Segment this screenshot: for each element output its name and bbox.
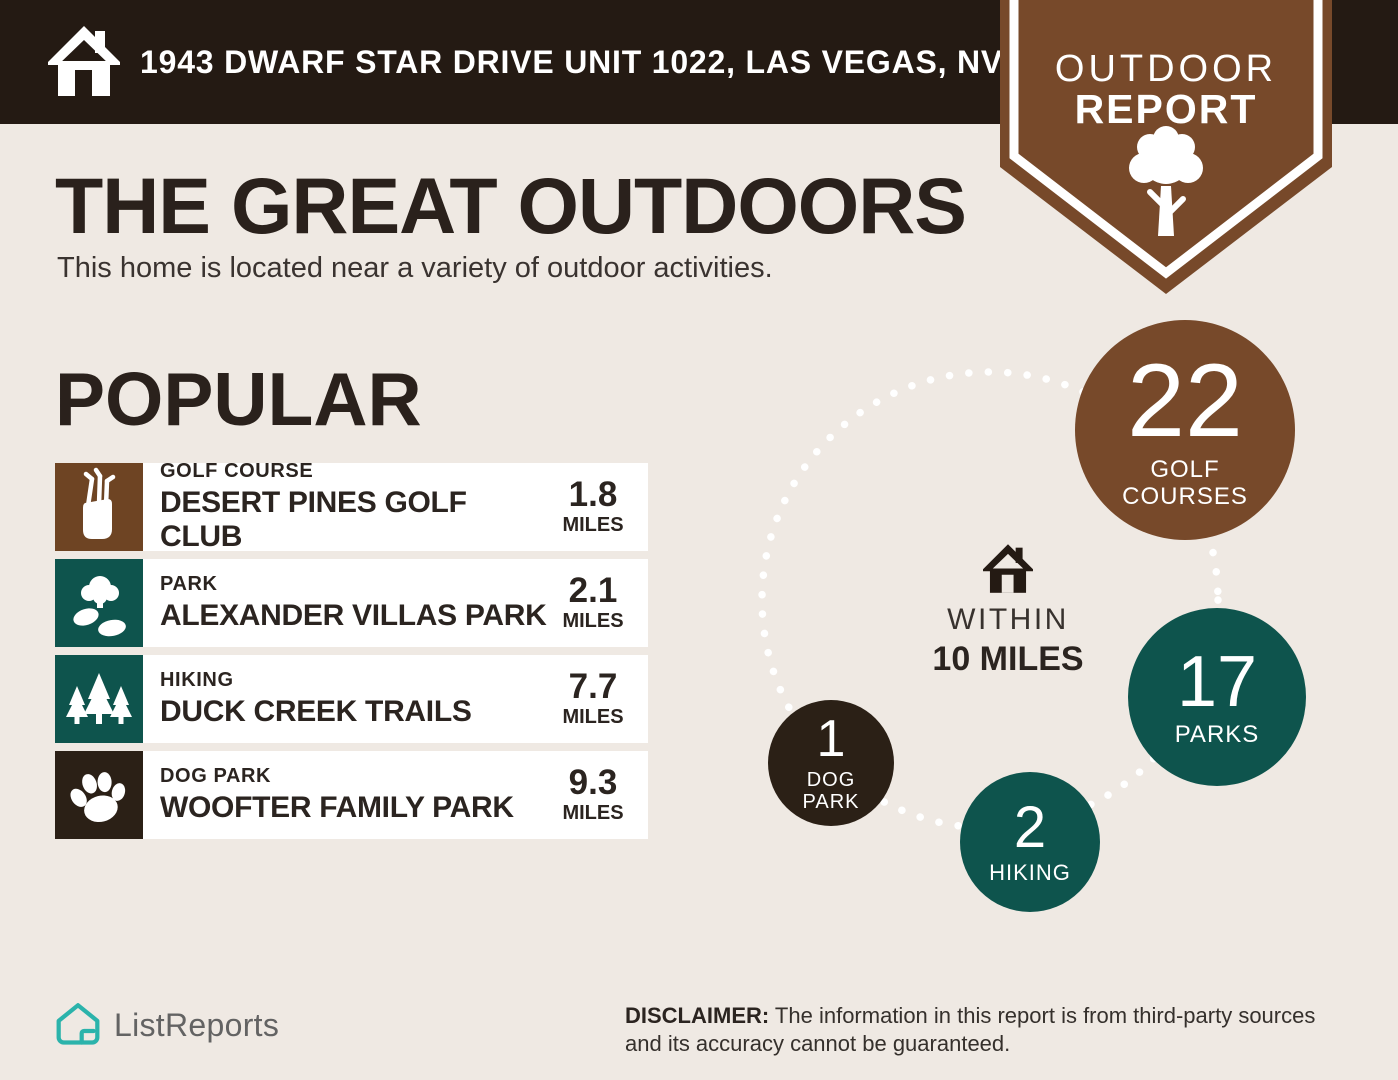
stat-label: HIKING: [989, 859, 1071, 885]
distance-unit: MILES: [562, 802, 624, 824]
paw-icon: [55, 751, 143, 839]
stat-count: 17: [1176, 641, 1258, 722]
tree-icon: [1129, 126, 1203, 236]
stat-circle-dog-park: 1 DOG PARK: [768, 700, 894, 826]
property-address: 1943 DWARF STAR DRIVE UNIT 1022, LAS VEG…: [140, 43, 1104, 80]
page-title: THE GREAT OUTDOORS: [55, 161, 967, 250]
list-item-hiking: HIKING DUCK CREEK TRAILS 7.7 MILES: [55, 655, 648, 743]
badge-title-line2: REPORT: [1075, 86, 1258, 132]
park-tree-path-icon: [55, 559, 143, 647]
stat-label: PARKS: [1174, 720, 1260, 748]
place-name: ALEXANDER VILLAS PARK: [160, 599, 547, 632]
dotted-radius-ring: [758, 368, 1222, 832]
popular-list: GOLF COURSE DESERT PINES GOLF CLUB 1.8 M…: [55, 460, 648, 847]
listreports-brand: ListReports: [55, 1002, 279, 1048]
distance-value: 2.1: [568, 571, 618, 610]
distance-unit: MILES: [562, 706, 624, 728]
stat-circle-golf-courses: 22 GOLF COURSES: [1075, 320, 1295, 540]
distance-unit: MILES: [562, 514, 624, 536]
list-item-park: PARK ALEXANDER VILLAS PARK 2.1 MILES: [55, 559, 648, 647]
stat-circle-hiking: 2 HIKING: [960, 772, 1100, 912]
stat-circle-parks: 17 PARKS: [1128, 608, 1306, 786]
distance-value: 7.7: [568, 667, 618, 706]
stat-count: 1: [816, 709, 846, 768]
place-name: WOOFTER FAMILY PARK: [160, 791, 514, 824]
home-icon: [983, 544, 1033, 593]
list-item-golf-course: GOLF COURSE DESERT PINES GOLF CLUB 1.8 M…: [55, 460, 648, 553]
distance-unit: MILES: [562, 610, 624, 632]
listreports-logo-icon: [56, 1003, 100, 1045]
brand-name: ListReports: [114, 1006, 280, 1043]
house-icon: [48, 26, 120, 96]
stat-count: 2: [1013, 794, 1047, 860]
place-name: DUCK CREEK TRAILS: [160, 695, 472, 728]
popular-heading: POPULAR: [55, 357, 422, 441]
stat-label: DOG PARK: [802, 768, 860, 813]
page-subtitle: This home is located near a variety of o…: [57, 252, 773, 284]
category-label: DOG PARK: [160, 765, 272, 787]
category-label: HIKING: [160, 669, 234, 691]
disclaimer-label: DISCLAIMER:: [625, 1003, 770, 1028]
distance-value: 1.8: [568, 475, 618, 514]
stat-label: GOLF COURSES: [1122, 456, 1248, 510]
place-name: DESERT PINES GOLF CLUB: [160, 486, 467, 553]
outdoor-report-badge: OUTDOOR REPORT: [1000, 0, 1332, 294]
distance-value: 9.3: [568, 763, 618, 802]
disclaimer-text: DISCLAIMER: The information in this repo…: [625, 1003, 1316, 1057]
category-label: GOLF COURSE: [160, 460, 314, 482]
list-item-dog-park: DOG PARK WOOFTER FAMILY PARK 9.3 MILES: [55, 751, 648, 839]
category-label: PARK: [160, 573, 218, 595]
badge-title-line1: OUTDOOR: [1055, 48, 1277, 90]
golf-bag-icon: [55, 463, 143, 551]
within-label: WITHIN: [947, 603, 1069, 636]
radius-center: WITHIN 10 MILES: [908, 544, 1108, 679]
radius-distance-label: 10 MILES: [932, 640, 1084, 678]
stat-count: 22: [1127, 343, 1243, 460]
pine-trees-icon: [55, 655, 143, 743]
